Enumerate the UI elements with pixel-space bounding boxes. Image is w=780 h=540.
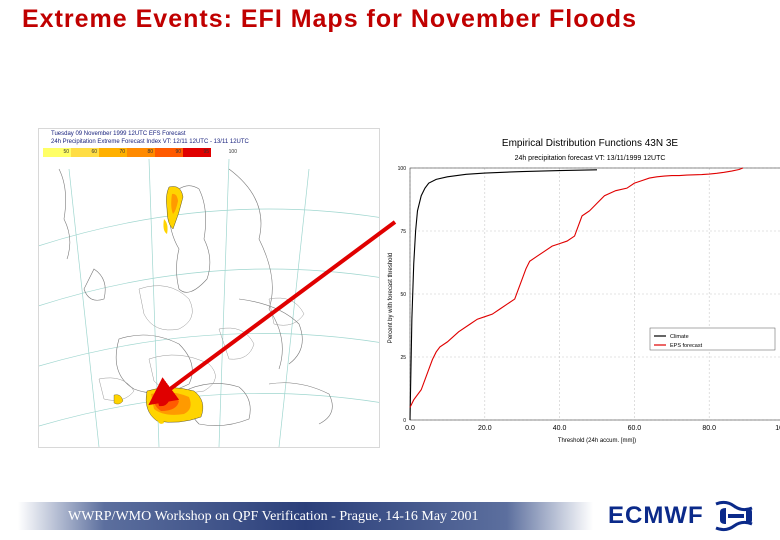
map-legend-label: 90 xyxy=(175,149,181,155)
map-coastlines xyxy=(58,168,333,426)
chart-series xyxy=(409,167,744,421)
chart-plot-frame xyxy=(409,167,780,421)
chart-x-tick-label: 0.0 xyxy=(405,425,415,432)
slide-title: Extreme Events: EFI Maps for November Fl… xyxy=(22,5,637,33)
map-header-line2: 24h Precipitation Extreme Forecast Index… xyxy=(51,139,249,145)
map-legend-cell: 50 xyxy=(43,148,71,157)
edf-chart: Empirical Distribution Functions 43N 3E … xyxy=(380,128,780,446)
chart-x-tick-label: 40.0 xyxy=(553,425,567,432)
map-legend-cell: 95 xyxy=(183,148,211,157)
map-legend-cell: 60 xyxy=(71,148,99,157)
chart-x-tick-label: 100.0 xyxy=(775,425,780,432)
ecmwf-wordmark: ECMWF xyxy=(608,502,704,529)
edf-chart-svg: Empirical Distribution Functions 43N 3E … xyxy=(388,138,780,444)
chart-x-tick-label: 60.0 xyxy=(628,425,642,432)
chart-title: Empirical Distribution Functions 43N 3E xyxy=(502,138,679,149)
map-legend-label: 100 xyxy=(228,149,237,155)
chart-y-tick-label: 100 xyxy=(398,166,407,172)
map-legend-cell: 90 xyxy=(155,148,183,157)
footer-text: WWRP/WMO Workshop on QPF Verification - … xyxy=(68,509,479,524)
map-legend: 50 60 70 80 90 95 100 xyxy=(43,148,239,157)
map-header: Tuesday 09 November 1999 12UTC EFS Forec… xyxy=(39,129,379,159)
chart-x-tick-label: 80.0 xyxy=(702,425,716,432)
chart-subtitle: 24h precipitation forecast VT: 13/11/199… xyxy=(515,155,666,162)
chart-axes xyxy=(409,167,780,421)
chart-series-line xyxy=(409,169,598,421)
efi-shading-norway xyxy=(163,186,184,234)
map-legend-label: 80 xyxy=(147,149,153,155)
chart-x-tick-label: 20.0 xyxy=(478,425,492,432)
map-legend-cell: 100 xyxy=(211,148,239,157)
ecmwf-logo-icon xyxy=(715,500,753,532)
map-legend-label: 70 xyxy=(119,149,125,155)
chart-y-tick-label: 50 xyxy=(400,292,406,298)
chart-legend-box xyxy=(649,327,776,351)
chart-legend-label: EPS forecast xyxy=(670,343,703,349)
chart-xlabel: Threshold (24h accum. [mm]) xyxy=(558,438,636,444)
efi-shading-france xyxy=(113,387,204,424)
map-legend-cell: 80 xyxy=(127,148,155,157)
map-legend-label: 60 xyxy=(91,149,97,155)
footer-banner: WWRP/WMO Workshop on QPF Verification - … xyxy=(18,502,593,530)
chart-y-tick-label: 25 xyxy=(400,355,406,361)
chart-y-tick-label: 75 xyxy=(400,229,406,235)
chart-ticks: 0.0 20.0 40.0 60.0 80.0 100.0 0 25 50 75 100 xyxy=(398,166,780,432)
chart-ylabel: Percent by with forecast threshold xyxy=(388,253,394,343)
map-drawing xyxy=(39,158,379,447)
map-header-line1: Tuesday 09 November 1999 12UTC EFS Forec… xyxy=(51,131,186,137)
slide-footer: WWRP/WMO Workshop on QPF Verification - … xyxy=(0,492,780,540)
chart-y-tick-label: 0 xyxy=(403,418,406,424)
chart-legend: Climate EPS forecast xyxy=(649,327,776,351)
map-legend-label: 95 xyxy=(203,149,209,155)
chart-legend-label: Climate xyxy=(670,334,689,340)
chart-series-line xyxy=(409,167,744,408)
map-graticule xyxy=(39,158,379,447)
map-legend-cell: 70 xyxy=(99,148,127,157)
efi-map: Tuesday 09 November 1999 12UTC EFS Forec… xyxy=(38,128,380,448)
map-legend-label: 50 xyxy=(63,149,69,155)
